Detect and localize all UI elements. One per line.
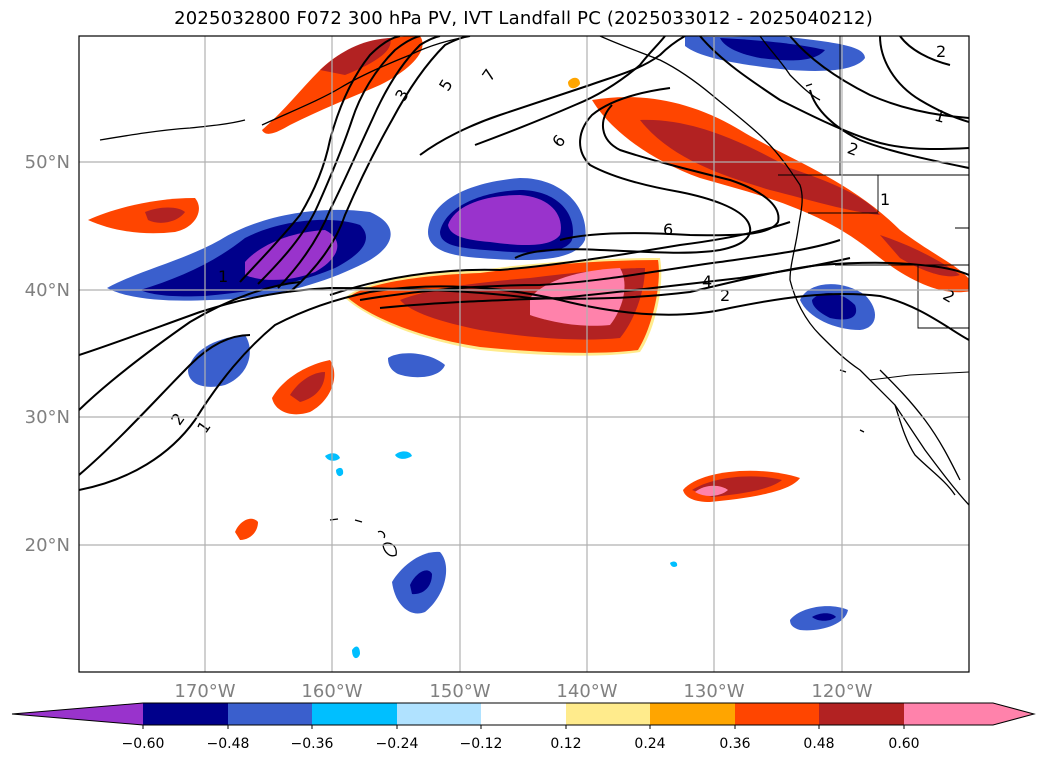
contour-label: 6 — [663, 220, 673, 239]
contour-label: 1 — [218, 267, 228, 286]
colorbar-tick-label: −0.48 — [207, 736, 250, 752]
colorbar-tick-label: −0.24 — [376, 736, 419, 752]
lat-label: 40°N — [25, 280, 70, 301]
colorbar-tick-label: −0.12 — [460, 736, 503, 752]
colorbar-segment — [650, 703, 735, 725]
colorbar-tick-label: −0.60 — [122, 736, 165, 752]
colorbar-segment — [481, 703, 566, 725]
lon-label: 130°W — [683, 681, 744, 702]
coastlines — [99, 36, 969, 557]
contour-label: 1 — [933, 106, 948, 127]
colorbar-extend-min — [12, 703, 143, 725]
negative-anomaly-small-features — [188, 36, 876, 659]
gridlines — [79, 36, 969, 672]
latitude-labels: 50°N 40°N 30°N 20°N — [25, 152, 70, 556]
lon-label: 140°W — [556, 681, 617, 702]
map-area: 1 2 3 5 7 6 6 4 2 1 2 1 2 1 2 — [79, 36, 969, 672]
positive-anomaly-pacific-northwest — [592, 97, 969, 293]
contour-label: 4 — [702, 272, 712, 291]
contour-label: 2 — [936, 42, 946, 61]
colorbar-segment — [819, 703, 904, 725]
lon-label: 120°W — [811, 681, 872, 702]
contour-label: 1 — [880, 190, 890, 209]
map-frame — [78, 35, 970, 673]
longitude-labels: 170°W 160°W 150°W 140°W 130°W 120°W — [174, 681, 872, 702]
colorbar: −0.60 −0.48 −0.36 −0.24 −0.12 0.12 0.24 … — [11, 702, 1036, 752]
colorbar-segment — [566, 703, 650, 725]
colorbar-tick-label: 0.12 — [550, 736, 581, 752]
colorbar-tick-label: 0.24 — [634, 736, 665, 752]
colorbar-tick-label: −0.36 — [291, 736, 334, 752]
colorbar-segment — [312, 703, 397, 725]
colorbar-tick-label: 0.48 — [803, 736, 834, 752]
lon-label: 160°W — [301, 681, 362, 702]
map-title: 2025032800 F072 300 hPa PV, IVT Landfall… — [174, 8, 873, 29]
colorbar-tick-label: 0.60 — [888, 736, 919, 752]
lat-label: 50°N — [25, 152, 70, 173]
colorbar-segment — [397, 703, 481, 725]
colorbar-segment — [143, 703, 228, 725]
colorbar-tick-label: 0.36 — [719, 736, 750, 752]
colorbar-segment — [228, 703, 312, 725]
lon-label: 170°W — [174, 681, 235, 702]
lat-label: 20°N — [25, 535, 70, 556]
political-borders — [778, 36, 969, 381]
lon-label: 150°W — [429, 681, 490, 702]
colorbar-segment — [735, 703, 819, 725]
positive-anomaly-small-features — [88, 77, 800, 540]
lat-label: 30°N — [25, 407, 70, 428]
positive-anomaly-alaska — [262, 36, 423, 134]
negative-anomaly-central — [428, 178, 586, 261]
contour-label: 2 — [720, 286, 730, 305]
colorbar-extend-max — [904, 703, 1034, 725]
